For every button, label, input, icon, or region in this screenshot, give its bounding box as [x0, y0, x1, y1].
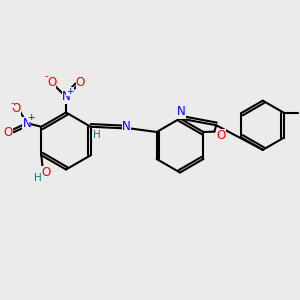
Text: O: O	[47, 76, 56, 89]
Text: O: O	[216, 129, 226, 142]
Text: O: O	[3, 126, 13, 139]
Text: H: H	[93, 130, 101, 140]
Text: N: N	[177, 105, 186, 119]
Text: -: -	[10, 98, 14, 108]
Text: O: O	[12, 102, 21, 115]
Text: Br: Br	[299, 106, 300, 119]
Text: -: -	[44, 71, 48, 82]
Text: N: N	[122, 120, 131, 133]
Text: N: N	[22, 117, 31, 130]
Text: O: O	[76, 76, 85, 89]
Text: H: H	[34, 173, 41, 183]
Text: +: +	[67, 87, 74, 96]
Text: +: +	[27, 113, 34, 122]
Text: N: N	[61, 90, 70, 104]
Text: O: O	[41, 166, 50, 179]
